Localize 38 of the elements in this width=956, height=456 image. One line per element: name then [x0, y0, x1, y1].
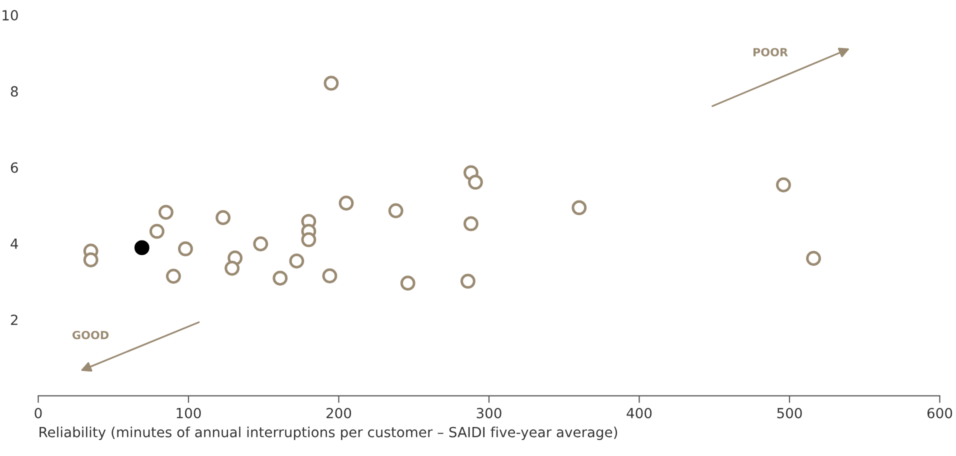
point [224, 260, 240, 276]
x-tick-label: 300 [476, 408, 502, 418]
point [166, 268, 181, 284]
point [134, 240, 150, 256]
x-tick-label: 0 [34, 408, 42, 418]
x-tick-label: 600 [927, 408, 952, 418]
point [468, 174, 483, 190]
x-tick-label: 400 [626, 408, 652, 418]
point [572, 200, 587, 216]
x-axis-title: Reliability (minutes of annual interruptions per customer – SAIDI five-year average) [40, 426, 618, 440]
point [272, 270, 288, 286]
annotation: GOOD [72, 330, 109, 340]
point [178, 241, 193, 256]
point [83, 252, 98, 268]
y-tick-label: 10 [2, 10, 18, 21]
point [301, 232, 316, 248]
point [149, 224, 164, 239]
point [216, 210, 231, 226]
point [338, 196, 354, 211]
point [158, 204, 174, 220]
point [388, 203, 404, 218]
point [460, 274, 476, 289]
point [464, 216, 478, 232]
point [806, 250, 821, 266]
point [289, 254, 304, 268]
x-tick-label: 500 [777, 408, 802, 418]
y-tick-label: 4 [10, 238, 18, 249]
x-tick-label: 100 [176, 408, 201, 418]
point [322, 268, 338, 284]
annotation: POOR [753, 48, 788, 56]
y-tick-label: 2 [10, 314, 18, 325]
y-tick-label: 8 [10, 86, 18, 97]
x-tick-label: 200 [326, 408, 352, 418]
point [400, 276, 416, 291]
point [324, 76, 339, 91]
y-tick-label: 6 [10, 162, 18, 173]
point [253, 236, 268, 252]
point [776, 177, 791, 192]
